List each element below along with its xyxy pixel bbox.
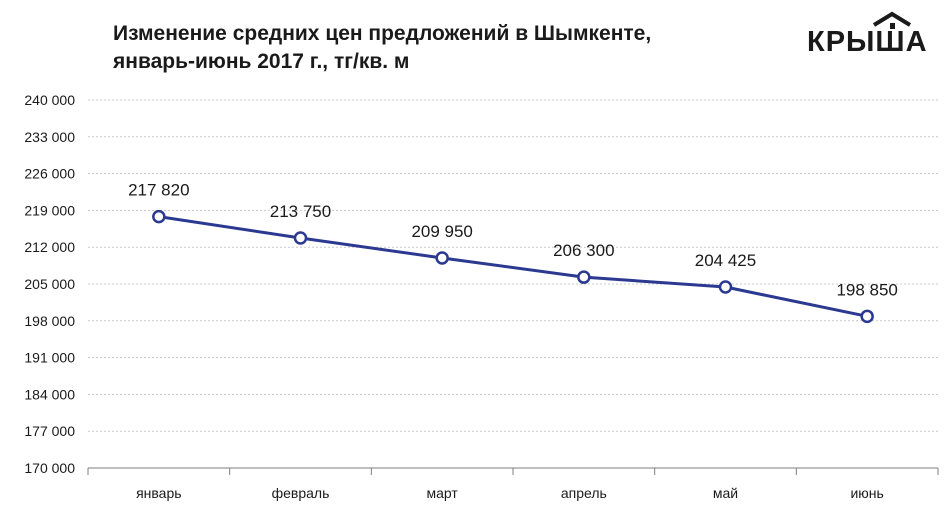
x-tick-label: март	[427, 485, 459, 501]
x-axis-tick-labels: январь февраль март апрель май июнь	[136, 485, 884, 501]
data-label: 206 300	[553, 241, 614, 260]
data-labels: 217 820 213 750 209 950 206 300 204 425 198 8…	[128, 181, 898, 300]
chart-title-line-2: январь-июнь 2017 г., тг/кв. м	[113, 50, 410, 73]
data-label: 209 950	[411, 222, 472, 241]
axes	[87, 467, 939, 475]
house-roof-icon: КРЫША	[807, 11, 928, 58]
y-tick-label: 177 000	[24, 423, 75, 439]
data-label: 198 850	[836, 280, 897, 299]
data-label: 204 425	[695, 251, 756, 270]
data-point	[152, 209, 166, 224]
y-tick-label: 170 000	[24, 460, 75, 476]
chart-title-line-1: Изменение средних цен предложений в Шымк…	[113, 22, 652, 45]
data-point	[435, 251, 449, 265]
y-tick-label: 233 000	[24, 129, 75, 145]
y-tick-label: 198 000	[24, 313, 75, 329]
y-tick-label: 191 000	[24, 350, 75, 366]
y-tick-label: 212 000	[24, 239, 75, 255]
y-tick-label: 226 000	[24, 166, 75, 182]
series-price	[152, 209, 874, 324]
y-tick-label: 205 000	[24, 276, 75, 292]
data-label: 213 750	[270, 202, 331, 221]
x-tick-label: январь	[136, 485, 181, 501]
data-point	[293, 231, 308, 245]
data-point	[860, 309, 874, 324]
y-tick-label: 184 000	[24, 386, 75, 402]
x-tick-label: июнь	[850, 485, 883, 501]
y-tick-label: 240 000	[24, 92, 75, 108]
data-point	[577, 270, 591, 284]
logo-text: КРЫША	[807, 26, 928, 58]
y-tick-label: 219 000	[24, 202, 75, 218]
x-tick-label: май	[713, 485, 738, 501]
x-tick-label: апрель	[561, 485, 607, 501]
krysha-logo: КРЫША	[806, 10, 934, 58]
series-line	[158, 215, 868, 318]
data-point	[718, 280, 733, 294]
chart-title: Изменение средних цен предложений в Шымк…	[113, 20, 713, 76]
y-axis-tick-labels: 170 000 177 000 184 000 191 000 198 000 205 0…	[24, 92, 75, 476]
grid-lines	[88, 99, 938, 432]
data-label: 217 820	[128, 181, 189, 200]
x-tick-label: февраль	[272, 485, 330, 501]
